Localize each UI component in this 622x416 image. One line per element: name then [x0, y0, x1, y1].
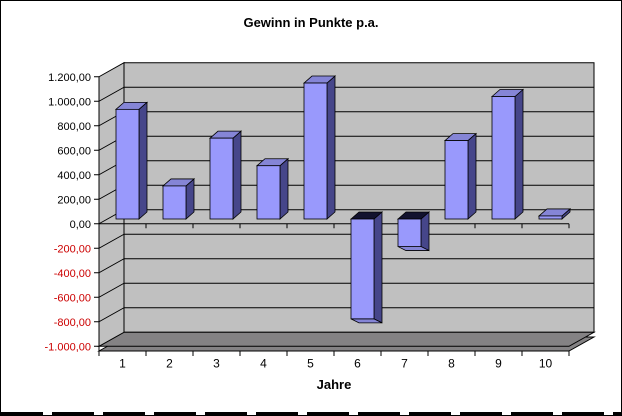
- bar-side-face: [467, 132, 477, 220]
- bar-side-face: [138, 101, 148, 220]
- bar-year-3[interactable]: [208, 130, 243, 220]
- chart-floor-top: [97, 331, 596, 347]
- x-axis-title: Jahre: [316, 377, 352, 392]
- bar-side-face: [514, 88, 524, 220]
- bar-front-face: [256, 165, 281, 220]
- bar-side-face: [279, 157, 289, 220]
- y-tick-label: -200,00: [54, 243, 91, 255]
- bar-front-face: [350, 218, 375, 320]
- y-tick-label: 200,00: [57, 194, 91, 206]
- bar-front-face: [209, 137, 234, 220]
- x-tick-label: 10: [539, 356, 553, 370]
- selection-marquee-border: [1, 412, 621, 415]
- y-tick-label: -400,00: [54, 268, 91, 280]
- bar-front-face: [491, 96, 516, 220]
- bar-front-face: [115, 108, 140, 220]
- bar-year-10[interactable]: [537, 208, 572, 220]
- x-tick-label: 7: [401, 356, 408, 370]
- bar-year-8[interactable]: [443, 132, 478, 220]
- x-tick-label: 4: [260, 356, 267, 370]
- bar-front-face: [397, 218, 422, 247]
- gridline-side: [98, 233, 125, 249]
- gridline-side: [98, 307, 125, 323]
- bar-year-9[interactable]: [490, 88, 525, 220]
- bar-front-face: [162, 185, 187, 220]
- bar-year-6[interactable]: [349, 211, 384, 324]
- bar-front-face: [444, 140, 469, 220]
- y-tick-label: 1.000,00: [48, 96, 91, 108]
- x-tick-label: 6: [354, 356, 361, 370]
- gridline-side: [98, 282, 125, 298]
- bar-year-5[interactable]: [302, 75, 337, 220]
- gridline-side: [98, 258, 125, 274]
- bar-year-4[interactable]: [255, 157, 290, 220]
- x-tick-label: 9: [495, 356, 502, 370]
- y-tick-label: 600,00: [57, 145, 91, 157]
- y-tick-label: -800,00: [54, 317, 91, 329]
- x-tick-label: 2: [166, 356, 173, 370]
- y-tick-label: -600,00: [54, 292, 91, 304]
- bar-side-face: [232, 130, 242, 220]
- y-tick-label: 800,00: [57, 121, 91, 133]
- bar-year-7[interactable]: [396, 211, 431, 252]
- bar-year-1[interactable]: [114, 101, 149, 220]
- x-tick-label: 5: [307, 356, 314, 370]
- x-tick-label: 8: [448, 356, 455, 370]
- y-tick-label: 0,00: [70, 219, 91, 231]
- bar-side-face: [373, 211, 383, 324]
- y-tick-label: -1.000,00: [45, 341, 91, 353]
- x-tick-label: 3: [213, 356, 220, 370]
- bar-year-2[interactable]: [161, 178, 196, 220]
- chart-title: Gewinn in Punkte p.a.: [243, 15, 379, 30]
- bar-side-face: [326, 75, 336, 220]
- bar-front-face: [538, 215, 563, 220]
- y-tick-label: 1.200,00: [48, 72, 91, 84]
- x-tick-label: 1: [119, 356, 126, 370]
- gridline-side: [98, 86, 125, 102]
- bar-front-face: [303, 82, 328, 220]
- y-tick-label: 400,00: [57, 170, 91, 182]
